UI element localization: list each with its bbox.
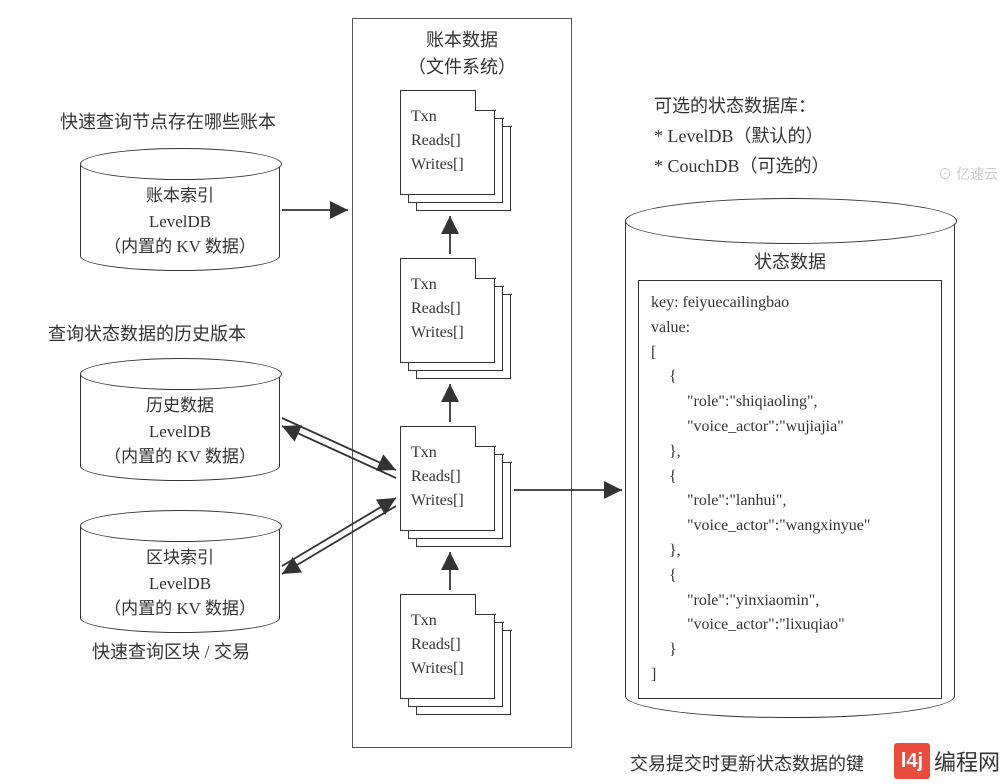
state-data-title: 状态数据 <box>626 248 954 274</box>
watermark-logo-icon: l4j <box>894 743 930 779</box>
ledger-index-db: LevelDB <box>81 209 279 235</box>
block-index-db: LevelDB <box>81 571 279 597</box>
watermark-text: 编程网 <box>934 745 1000 777</box>
history-title: 历史数据 <box>81 393 279 419</box>
doc-stack-2: Txn Reads[] Writes[] <box>400 258 510 373</box>
json-open: [ <box>651 341 929 366</box>
doc3-writes: Writes[] <box>411 489 486 513</box>
label-bottom-note: 交易提交时更新状态数据的键 <box>630 750 864 776</box>
json-e0-voice: "voice_actor":"wujiajia" <box>651 415 929 440</box>
label-optional-db-title: 可选的状态数据库： <box>654 92 816 118</box>
label-query-history: 查询状态数据的历史版本 <box>48 320 246 346</box>
doc1-reads: Reads[] <box>411 129 486 153</box>
center-title-line1: 账本数据 <box>353 27 571 54</box>
history-sub: （内置的 KV 数据） <box>81 444 279 470</box>
history-db: LevelDB <box>81 419 279 445</box>
cylinder-ledger-index: 账本索引 LevelDB （内置的 KV 数据） <box>80 148 280 271</box>
state-json-box: key: feiyuecailingbao value: [ { "role":… <box>638 280 942 699</box>
doc-stack-1: Txn Reads[] Writes[] <box>400 90 510 205</box>
diagram-canvas: 账本数据 （文件系统） 快速查询节点存在哪些账本 查询状态数据的历史版本 快速查… <box>0 0 1000 784</box>
json-e2-voice: "voice_actor":"lixuqiao" <box>651 613 929 638</box>
label-query-ledger: 快速查询节点存在哪些账本 <box>60 108 276 134</box>
doc2-reads: Reads[] <box>411 297 486 321</box>
doc2-writes: Writes[] <box>411 321 486 345</box>
doc-stack-4: Txn Reads[] Writes[] <box>400 594 510 709</box>
watermark-small: ⊙ 亿速云 <box>938 164 998 184</box>
json-key: key: feiyuecailingbao <box>651 291 929 316</box>
json-e1-voice: "voice_actor":"wangxinyue" <box>651 514 929 539</box>
json-e2-role: "role":"yinxiaomin", <box>651 589 929 614</box>
center-title: 账本数据 （文件系统） <box>353 19 571 81</box>
cylinder-block-index: 区块索引 LevelDB （内置的 KV 数据） <box>80 510 280 633</box>
center-title-line2: （文件系统） <box>353 54 571 81</box>
ledger-index-title: 账本索引 <box>81 183 279 209</box>
doc3-reads: Reads[] <box>411 465 486 489</box>
json-close: ] <box>651 663 929 688</box>
label-optional-db-2: * CouchDB（可选的） <box>654 152 830 178</box>
json-e0-role: "role":"shiqiaoling", <box>651 390 929 415</box>
doc4-writes: Writes[] <box>411 657 486 681</box>
json-value: value: <box>651 316 929 341</box>
doc-stack-3: Txn Reads[] Writes[] <box>400 426 510 541</box>
watermark: l4j 编程网 <box>894 743 1000 779</box>
json-e1-role: "role":"lanhui", <box>651 489 929 514</box>
label-optional-db-1: * LevelDB（默认的） <box>654 122 823 148</box>
block-index-sub: （内置的 KV 数据） <box>81 596 279 622</box>
ledger-index-sub: （内置的 KV 数据） <box>81 234 279 260</box>
cylinder-history: 历史数据 LevelDB （内置的 KV 数据） <box>80 358 280 481</box>
block-index-title: 区块索引 <box>81 545 279 571</box>
cylinder-state-data: 状态数据 key: feiyuecailingbao value: [ { "r… <box>625 198 955 718</box>
doc4-reads: Reads[] <box>411 633 486 657</box>
doc1-writes: Writes[] <box>411 153 486 177</box>
label-query-block: 快速查询区块 / 交易 <box>92 638 250 664</box>
